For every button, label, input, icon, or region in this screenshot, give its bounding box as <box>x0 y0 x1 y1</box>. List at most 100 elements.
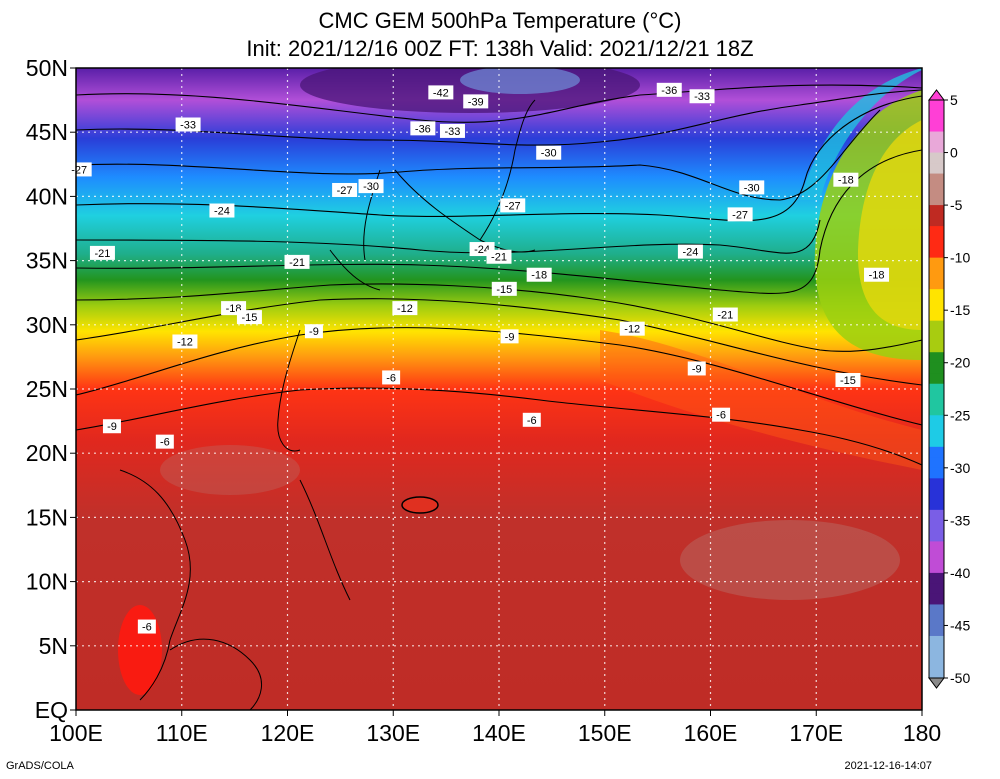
lat-label: 50N <box>26 55 68 81</box>
contour-label-box <box>410 121 436 136</box>
colorbar-segment <box>929 478 944 490</box>
contour-label: -6 <box>386 372 396 384</box>
colorbar-segment <box>929 530 944 542</box>
coastline <box>299 479 351 601</box>
lon-label: 140E <box>472 720 526 746</box>
colorbar-segment <box>929 121 944 133</box>
contour-label-box <box>656 82 682 97</box>
colorbar-label: 0 <box>950 145 958 161</box>
lat-label: 20N <box>26 440 68 466</box>
contour-label-box <box>491 281 517 296</box>
colorbar-segment <box>929 394 944 406</box>
contour-label-box <box>102 419 121 434</box>
contour-label-box <box>864 267 890 282</box>
colorbar-segment <box>929 320 944 332</box>
contour-label: -6 <box>160 437 170 449</box>
contour-label-box <box>619 321 645 336</box>
contour-label-box <box>284 254 310 269</box>
contour-label-box <box>463 94 489 109</box>
contour-label: -21 <box>491 252 507 264</box>
longitude-labels: 100E 110E 120E 130E 140E 150E 160E 170E 180 <box>49 710 941 746</box>
contour-label: -21 <box>717 310 733 322</box>
contour-label: -27 <box>337 185 353 197</box>
colorbar-segment <box>929 404 944 416</box>
coastline <box>119 469 191 701</box>
lon-label: 150E <box>578 720 632 746</box>
contour-label-box <box>689 89 715 104</box>
coastline <box>169 638 263 710</box>
contour-label-box <box>687 361 706 376</box>
tropical-mottle-2 <box>160 445 300 495</box>
contour-label-box <box>175 117 201 132</box>
colorbar-segment <box>929 289 944 301</box>
contour-label-box <box>712 307 738 322</box>
colorbar-segment <box>929 446 944 458</box>
contour-label: -27 <box>71 164 87 176</box>
contour-label-box <box>382 370 401 385</box>
contour-label-box <box>739 180 765 195</box>
colorbar-segment <box>929 604 944 616</box>
coastline <box>329 249 381 291</box>
colorbar-segment <box>929 152 944 164</box>
contour-label-box <box>500 329 519 344</box>
colorbar-segment <box>929 551 944 563</box>
colorbar-segment <box>929 425 944 437</box>
colorbar-label: 5 <box>950 92 958 108</box>
contour-label: -24 <box>214 206 230 218</box>
contour-label: -9 <box>692 363 702 375</box>
colorbar-label: -5 <box>950 197 963 213</box>
colorbar: 5 0 -5 -10 -15 -20 -25 -30 -35 -40 -45 -50 <box>928 89 970 689</box>
colorbar-frame <box>928 99 945 679</box>
contour-label: -36 <box>415 123 431 135</box>
lat-label: 25N <box>26 376 68 402</box>
colorbar-segment <box>929 593 944 605</box>
contour-label: -12 <box>397 303 413 315</box>
coastline <box>479 99 536 241</box>
warm-spot-west <box>118 605 162 695</box>
contour-label-box <box>392 301 418 316</box>
contour-label-box <box>536 145 562 160</box>
colorbar-label: -20 <box>950 355 970 371</box>
contour-label-box <box>89 245 115 260</box>
contour-label-box <box>526 267 552 282</box>
lat-label: 35N <box>26 248 68 274</box>
contour-label-box <box>428 85 454 100</box>
warm-band-shading <box>600 330 922 470</box>
lat-label: 40N <box>26 183 68 209</box>
contour-label: -12 <box>624 324 640 336</box>
colorbar-segment <box>929 383 944 395</box>
isotherm <box>76 283 922 352</box>
contour-label: -12 <box>177 336 193 348</box>
contour-label: -9 <box>309 326 319 338</box>
contour-label-box <box>486 249 512 264</box>
coastline <box>363 169 381 261</box>
lon-label: 180 <box>903 720 941 746</box>
colorbar-segment <box>929 299 944 311</box>
lon-label: 170E <box>789 720 843 746</box>
contour-label-box <box>66 162 92 177</box>
graticule <box>76 68 922 710</box>
isotherm <box>76 109 881 201</box>
colorbar-segment <box>929 226 944 238</box>
colorbar-segment <box>929 509 944 521</box>
contour-label-box <box>155 434 174 449</box>
colorbar-segment <box>929 205 944 217</box>
contour-label-box <box>835 373 861 388</box>
colorbar-segment <box>929 614 944 626</box>
colorbar-segment <box>929 247 944 259</box>
map-title: CMC GEM 500hPa Temperature (°C) <box>318 8 682 33</box>
contour-label: -30 <box>363 181 379 193</box>
contour-label: -18 <box>531 270 547 282</box>
contour-labels: -42 -39 -36 -33 -33 -36 -33 -30 -27 -27 -30 -30 -18 -… <box>66 82 890 634</box>
colorbar-segment <box>929 131 944 143</box>
isotherm <box>76 327 922 426</box>
contour-label: -27 <box>732 209 748 221</box>
contour-label: -39 <box>468 96 484 108</box>
lon-label: 160E <box>684 720 738 746</box>
colorbar-segment <box>929 415 944 427</box>
colorbar-label: -10 <box>950 250 970 266</box>
contour-label-box <box>712 407 731 422</box>
colorbar-segment <box>929 331 944 343</box>
colorbar-segment <box>929 341 944 353</box>
colorbar-segment <box>929 194 944 206</box>
